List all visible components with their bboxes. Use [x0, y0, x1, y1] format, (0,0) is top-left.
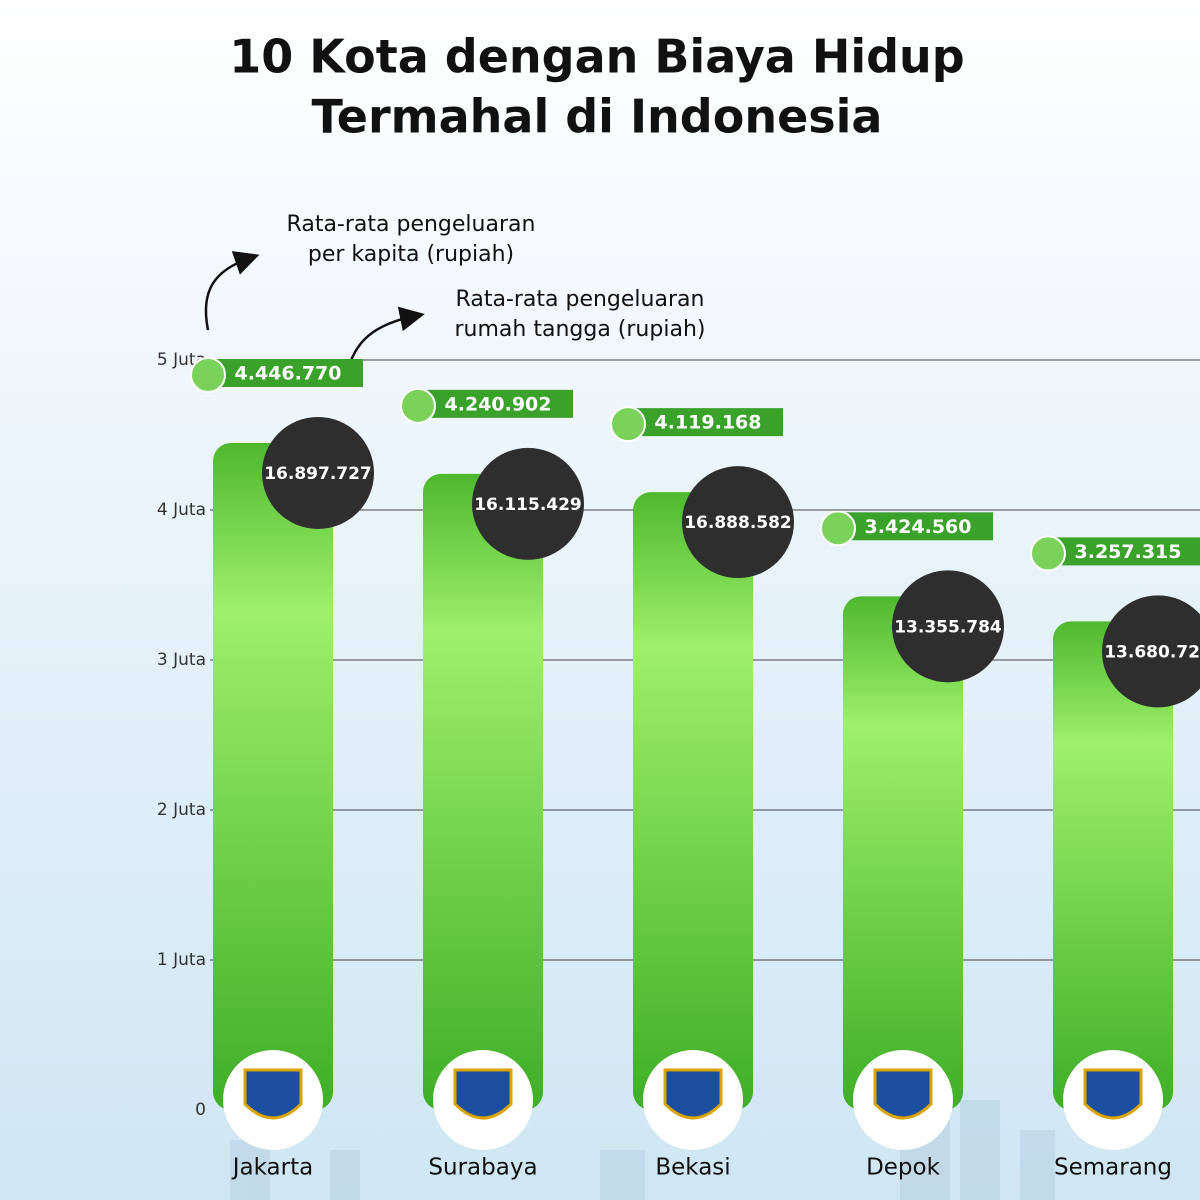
- household-marker: [892, 570, 1004, 683]
- household-marker: [1102, 595, 1200, 708]
- city-emblem: [453, 1068, 513, 1120]
- household-label: 16.115.429: [474, 495, 582, 515]
- household-marker: [472, 447, 584, 560]
- value-label: 4.119.168: [655, 412, 762, 434]
- city-emblem: [873, 1068, 933, 1120]
- x-tick-label: Bekasi: [655, 1155, 730, 1181]
- annotation: Rata-rata pengeluaran: [287, 212, 536, 237]
- x-tick-label: Surabaya: [428, 1155, 537, 1181]
- annotation: rumah tangga (rupiah): [455, 317, 706, 342]
- y-tick-label: 3 Juta: [157, 650, 206, 670]
- rp-icon: [820, 510, 856, 547]
- annotation: Rata-rata pengeluaran: [456, 287, 705, 312]
- rp-icon: [1030, 535, 1066, 572]
- value-pill: [213, 358, 363, 387]
- x-tick-label: Jakarta: [231, 1155, 313, 1181]
- bar: [1053, 621, 1173, 1110]
- city-emblem: [663, 1068, 723, 1120]
- x-tick-label: Depok: [866, 1155, 941, 1181]
- x-tick-label: Semarang: [1054, 1155, 1172, 1181]
- skyline: [230, 1100, 1055, 1200]
- arrow: [204, 251, 260, 331]
- rp-icon: [610, 406, 646, 443]
- value-label: 4.240.902: [445, 393, 552, 415]
- y-tick-label: 2 Juta: [157, 800, 206, 820]
- value-pill: [1053, 537, 1200, 566]
- value-label: 3.257.315: [1075, 541, 1182, 563]
- y-tick-label: 4 Juta: [157, 500, 206, 520]
- value-pill: [843, 512, 993, 541]
- chart-title: Termahal di Indonesia: [312, 90, 883, 144]
- y-tick-label: 1 Juta: [157, 950, 206, 970]
- bar: [213, 442, 333, 1110]
- household-label: 16.888.582: [684, 513, 792, 533]
- value-pill: [423, 389, 573, 418]
- household-label: 13.355.784: [894, 617, 1002, 637]
- rp-icon: [400, 387, 436, 424]
- bar: [843, 596, 963, 1110]
- chart-title: 10 Kota dengan Biaya Hidup: [229, 30, 964, 84]
- value-pill: [633, 408, 783, 437]
- value-label: 3.424.560: [865, 516, 972, 538]
- household-label: 13.680.725: [1104, 642, 1200, 662]
- y-tick-label: 0: [195, 1100, 206, 1120]
- household-marker: [262, 416, 374, 529]
- city-emblem: [1083, 1068, 1143, 1120]
- bar: [423, 473, 543, 1110]
- value-label: 4.446.770: [235, 362, 342, 384]
- household-label: 16.897.727: [264, 464, 372, 484]
- household-marker: [682, 466, 794, 579]
- bar: [633, 492, 753, 1111]
- rp-icon: [190, 356, 226, 393]
- annotation: per kapita (rupiah): [308, 242, 514, 267]
- city-emblem: [243, 1068, 303, 1120]
